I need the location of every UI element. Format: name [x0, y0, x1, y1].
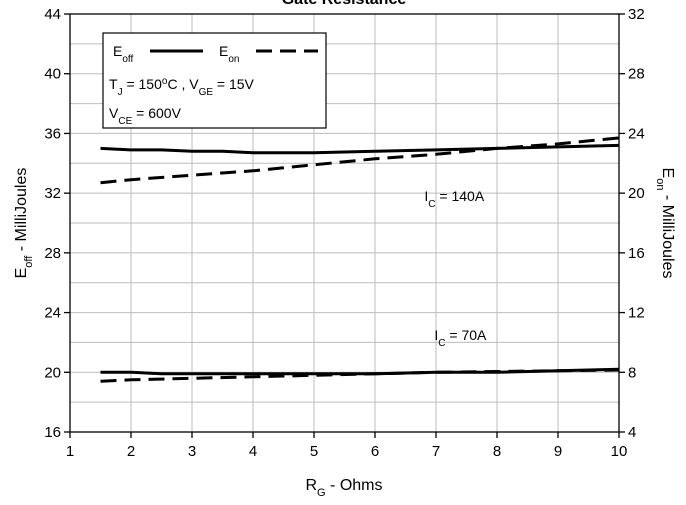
y-left-tick-label: 20: [44, 364, 61, 381]
legend-box: [102, 32, 327, 129]
x-tick-label: 5: [310, 443, 318, 460]
x-tick-label: 3: [188, 443, 196, 460]
x-tick-label: 1: [66, 443, 74, 460]
y-right-tick-label: 20: [628, 185, 645, 202]
x-tick-label: 6: [371, 443, 379, 460]
legend-off-label: Eoff: [113, 43, 134, 65]
x-tick-label: 7: [432, 443, 440, 460]
y-right-tick-label: 24: [628, 125, 645, 142]
legend-condition-2: VCE = 600V: [109, 105, 182, 127]
y-left-tick-label: 24: [44, 305, 61, 322]
x-tick-label: 2: [127, 443, 135, 460]
series-eon-140a: [100, 136, 620, 185]
y-right-tick-label: 16: [628, 245, 645, 262]
y-right-tick-label: 8: [628, 364, 636, 381]
x-tick-label: 8: [493, 443, 501, 460]
x-tick-label: 10: [611, 443, 628, 460]
y-axis-right-title: Eon - MilliJoules: [654, 168, 676, 279]
chart-title: Gate Resistance: [282, 0, 407, 8]
y-axis-left-title: Eoff - MilliJoules: [13, 168, 35, 279]
legend: Eoff Eon TJ = 150oC , VGE = 15V VCE = 60…: [102, 32, 327, 129]
annotations: IC = 140A IC = 70A: [424, 188, 487, 348]
legend-condition-1: TJ = 150oC , VGE = 15V: [109, 76, 255, 98]
series-eon-70a: [100, 368, 620, 383]
y-right-tick-label: 32: [628, 6, 645, 23]
current-annotation: IC = 140A: [424, 188, 484, 210]
plot-frame: [69, 13, 620, 433]
y-right-tick-label: 28: [628, 66, 645, 83]
y-left-tick-label: 16: [44, 424, 61, 441]
y-left-tick-label: 36: [44, 125, 61, 142]
x-tick-label: 9: [554, 443, 562, 460]
y-right-tick-label: 4: [628, 424, 636, 441]
y-left-tick-label: 44: [44, 6, 61, 23]
y-left-tick-label: 32: [44, 185, 61, 202]
y-left-tick-label: 40: [44, 66, 61, 83]
current-annotation: IC = 70A: [434, 327, 487, 349]
ticks: 1 2 3 4 5 6 7 8 9 1016202428323640444812162024283…: [44, 6, 644, 460]
series-layer: [100, 136, 620, 383]
y-right-tick-label: 12: [628, 305, 645, 322]
x-axis-title: RG - Ohms: [305, 477, 382, 499]
y-left-tick-label: 28: [44, 245, 61, 262]
legend-on-label: Eon: [219, 43, 239, 65]
x-tick-label: 4: [249, 443, 257, 460]
